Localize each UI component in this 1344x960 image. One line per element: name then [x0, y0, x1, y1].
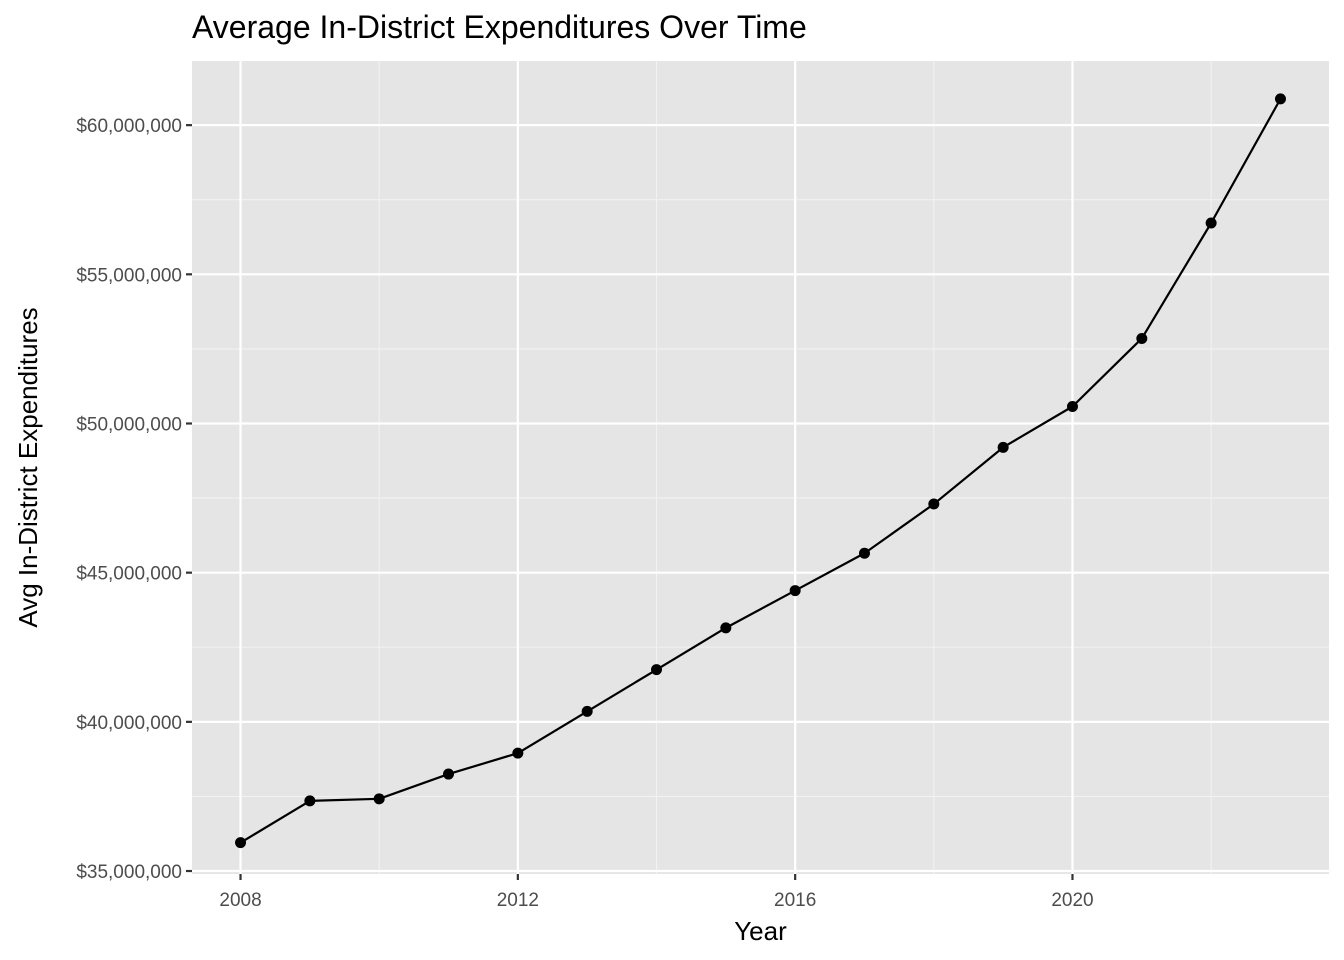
x-tick-label: 2008: [219, 890, 261, 911]
x-axis: 2008 2012 2016 2020: [219, 874, 1094, 911]
y-tick-label: $50,000,000: [76, 414, 182, 435]
y-axis: $35,000,000 $40,000,000 $45,000,000 $50,000…: [76, 116, 192, 883]
data-point: [789, 585, 801, 597]
data-point: [720, 622, 732, 634]
data-point: [997, 441, 1009, 453]
y-axis-title: Avg In-District Expenditures: [13, 307, 43, 627]
data-point: [581, 705, 593, 717]
data-point: [1136, 332, 1148, 344]
data-point: [651, 664, 663, 676]
data-point: [235, 837, 247, 849]
x-tick-label: 2016: [774, 890, 816, 911]
chart-title: Average In-District Expenditures Over Ti…: [192, 9, 807, 45]
data-point: [1274, 93, 1286, 105]
data-point: [373, 793, 385, 805]
x-tick-label: 2012: [497, 890, 539, 911]
y-tick-label: $40,000,000: [76, 713, 182, 734]
x-axis-title: Year: [734, 916, 787, 946]
x-tick-label: 2020: [1051, 890, 1093, 911]
major-gridlines: [192, 61, 1329, 874]
data-point: [443, 768, 455, 780]
y-tick-label: $55,000,000: [76, 265, 182, 286]
y-tick-label: $35,000,000: [76, 862, 182, 883]
data-point: [1205, 217, 1217, 229]
data-point: [512, 747, 524, 759]
series-line: [239, 98, 1282, 844]
data-point: [858, 547, 870, 559]
data-point: [1066, 400, 1078, 412]
plot-panel: [192, 61, 1329, 874]
data-point: [304, 795, 316, 807]
y-tick-label: $45,000,000: [76, 564, 182, 585]
data-point: [928, 498, 940, 510]
minor-gridlines: [192, 61, 1329, 874]
series-layer: [235, 93, 1286, 849]
y-tick-label: $60,000,000: [76, 116, 182, 137]
